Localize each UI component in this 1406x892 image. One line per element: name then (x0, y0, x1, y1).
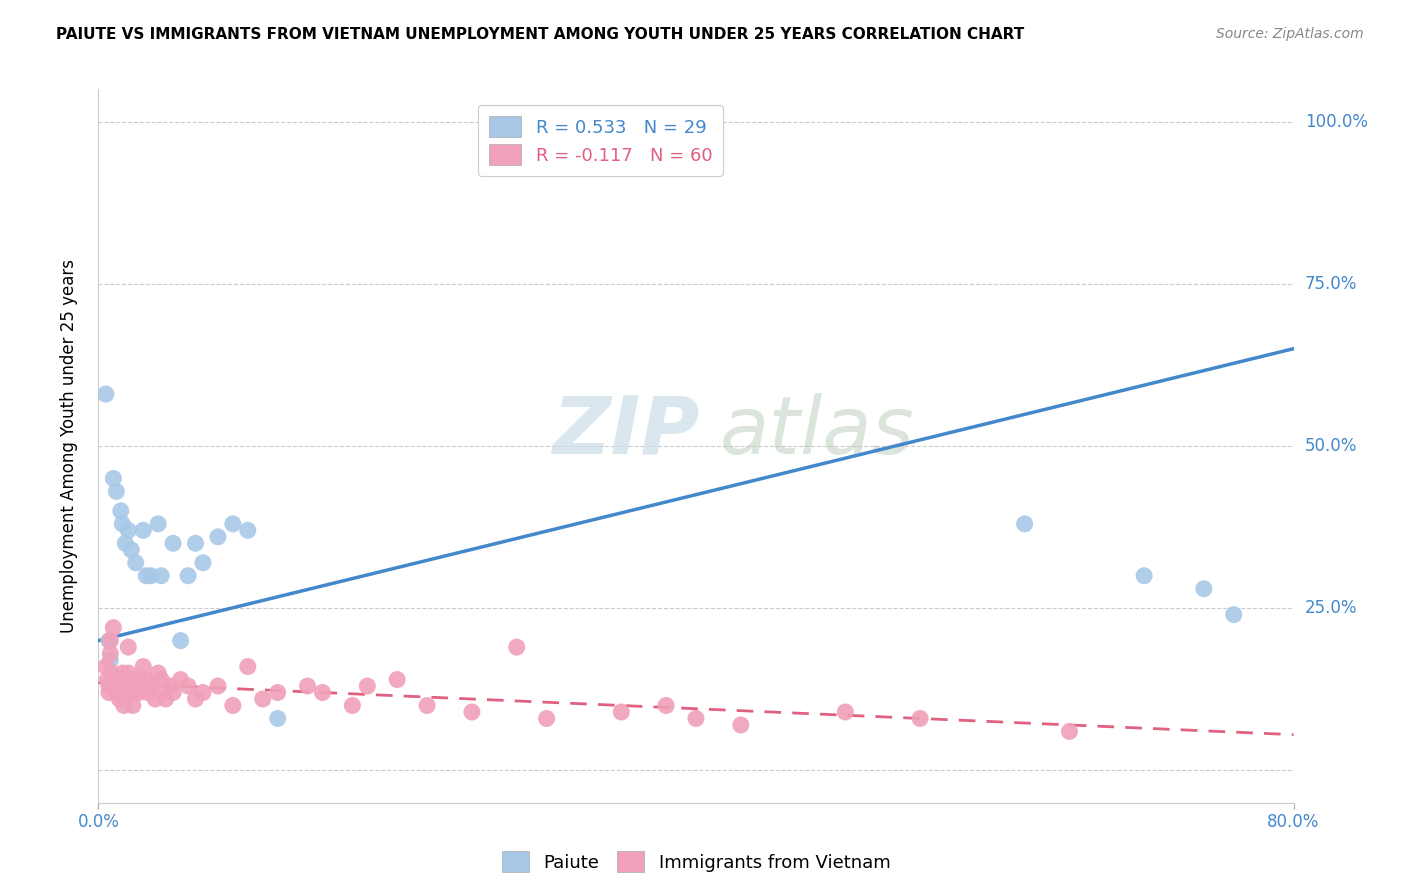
Point (222, 698, 245, 713)
Point (169, 673, 191, 687)
Point (236, 659, 259, 673)
Text: 50.0%: 50.0% (1305, 437, 1357, 455)
Point (222, 516, 245, 531)
Text: 100.0%: 100.0% (1305, 112, 1368, 130)
Point (112, 698, 135, 713)
Point (1223, 607, 1246, 622)
Point (297, 679, 319, 693)
Point (97, 633, 120, 648)
Point (356, 679, 378, 693)
Text: PAIUTE VS IMMIGRANTS FROM VIETNAM UNEMPLOYMENT AMONG YOUTH UNDER 25 YEARS CORREL: PAIUTE VS IMMIGRANTS FROM VIETNAM UNEMPL… (56, 27, 1025, 42)
Legend: Paiute, Immigrants from Vietnam: Paiute, Immigrants from Vietnam (495, 844, 897, 880)
Point (98, 653, 122, 667)
Point (685, 711, 707, 725)
Point (155, 692, 177, 706)
Point (105, 484, 128, 499)
Point (136, 685, 159, 699)
Point (97, 679, 120, 693)
Point (105, 685, 128, 699)
Text: Source: ZipAtlas.com: Source: ZipAtlas.com (1216, 27, 1364, 41)
Point (1192, 582, 1215, 596)
Point (162, 685, 184, 699)
Point (416, 698, 439, 713)
Point (834, 705, 856, 719)
Point (162, 536, 184, 550)
Point (101, 666, 124, 681)
Point (120, 673, 142, 687)
Point (506, 640, 529, 654)
Point (117, 524, 139, 538)
Point (114, 685, 136, 699)
Point (159, 679, 181, 693)
Point (207, 679, 229, 693)
Point (129, 673, 152, 687)
Point (98, 633, 122, 648)
Point (96, 673, 118, 687)
Point (132, 524, 155, 538)
Point (1059, 724, 1081, 739)
Point (267, 711, 290, 725)
Point (184, 692, 207, 706)
Point (94, 659, 117, 673)
Point (135, 568, 157, 582)
Point (110, 679, 132, 693)
Point (191, 685, 214, 699)
Point (150, 673, 173, 687)
Point (236, 524, 259, 538)
Point (148, 666, 170, 681)
Point (103, 673, 125, 687)
Point (125, 556, 148, 570)
Point (97, 685, 120, 699)
Point (121, 698, 143, 713)
Point (139, 568, 162, 582)
Point (150, 568, 173, 582)
Point (461, 705, 484, 719)
Text: ZIP: ZIP (553, 392, 700, 471)
Point (169, 633, 191, 648)
Point (139, 679, 162, 693)
Point (143, 692, 166, 706)
Point (252, 692, 274, 706)
Point (207, 530, 229, 544)
Point (98, 647, 122, 661)
Text: 25.0%: 25.0% (1305, 599, 1357, 617)
Point (135, 673, 157, 687)
Point (94, 387, 117, 401)
Point (132, 659, 155, 673)
Point (536, 711, 558, 725)
Point (342, 698, 364, 713)
Point (114, 536, 136, 550)
Point (103, 621, 125, 635)
Point (117, 666, 139, 681)
Point (267, 685, 290, 699)
Point (655, 698, 678, 713)
Point (610, 705, 633, 719)
Point (111, 666, 134, 681)
Point (128, 685, 150, 699)
Point (191, 556, 214, 570)
Point (110, 504, 132, 518)
Point (908, 711, 931, 725)
Point (103, 471, 125, 485)
Point (184, 536, 207, 550)
Point (177, 568, 200, 582)
Point (111, 516, 134, 531)
Text: atlas: atlas (720, 392, 915, 471)
Point (1014, 516, 1036, 531)
Point (148, 516, 170, 531)
Point (311, 685, 333, 699)
Text: 75.0%: 75.0% (1305, 275, 1357, 293)
Point (117, 640, 139, 654)
Y-axis label: Unemployment Among Youth under 25 years: Unemployment Among Youth under 25 years (59, 259, 77, 633)
Point (177, 679, 200, 693)
Point (385, 673, 409, 687)
Point (120, 542, 142, 557)
Point (120, 685, 142, 699)
Point (107, 673, 129, 687)
Point (730, 718, 752, 732)
Point (1133, 568, 1156, 582)
Point (108, 692, 131, 706)
Point (152, 685, 174, 699)
Point (125, 673, 148, 687)
